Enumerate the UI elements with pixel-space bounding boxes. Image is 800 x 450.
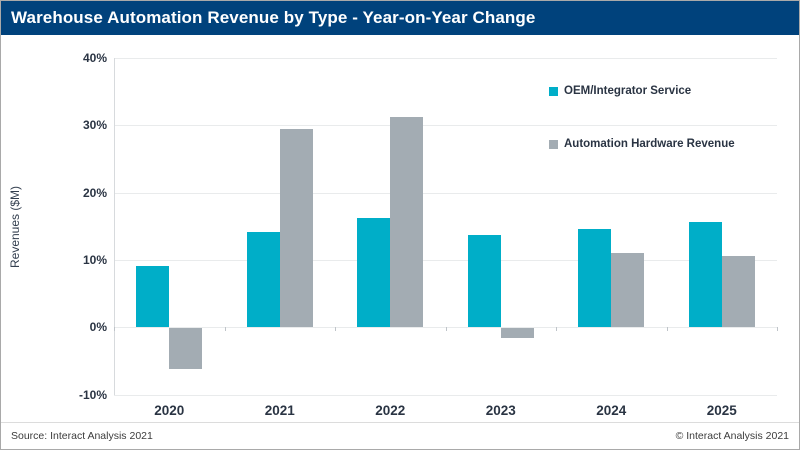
x-tick-label: 2021 <box>264 403 295 418</box>
bar-hardware-2023 <box>500 328 534 339</box>
source-text: Source: Interact Analysis 2021 <box>11 430 153 442</box>
y-tick-label: 30% <box>82 118 107 133</box>
x-tick-label: 2024 <box>596 403 627 418</box>
bar-oem-2022 <box>357 217 391 328</box>
y-tick-label: 20% <box>82 185 107 200</box>
y-tick-label: 40% <box>82 51 107 65</box>
gridline <box>114 125 777 127</box>
axis-tick <box>224 327 226 332</box>
axis-tick <box>335 327 336 332</box>
bar-oem-2023 <box>467 235 501 328</box>
bar-hardware-2021 <box>279 128 313 328</box>
y-tick-label: -10% <box>78 387 107 402</box>
copyright-text: © Interact Analysis 2021 <box>675 430 789 442</box>
legend-label-oem: OEM/Integrator Service <box>564 85 692 97</box>
axis-tick <box>445 327 447 332</box>
bar-oem-2021 <box>246 231 280 328</box>
y-axis-title: Revenues ($M) <box>8 185 22 269</box>
y-tick-label: 0% <box>89 320 107 335</box>
axis-tick <box>666 327 668 332</box>
bar-hardware-2022 <box>390 117 424 328</box>
chart-title: Warehouse Automation Revenue by Type - Y… <box>11 8 536 27</box>
axis-tick <box>777 327 778 332</box>
x-tick-label: 2022 <box>375 403 406 418</box>
x-tick-label: 2020 <box>154 403 185 418</box>
footer-divider <box>1 422 799 423</box>
bar-oem-2024 <box>578 228 612 328</box>
x-tick-label: 2023 <box>485 403 516 418</box>
legend-swatch-hardware <box>549 139 558 149</box>
x-tick-label: 2025 <box>706 403 737 418</box>
bar-oem-2025 <box>688 221 722 328</box>
bar-hardware-2024 <box>611 252 645 328</box>
gridline <box>114 259 777 261</box>
bar-hardware-2025 <box>721 255 755 328</box>
legend-item-oem: OEM/Integrator Service <box>549 85 691 97</box>
gridline <box>114 394 777 396</box>
bar-oem-2020 <box>136 266 170 328</box>
legend-swatch-oem <box>549 86 558 96</box>
y-axis-line <box>114 58 115 395</box>
legend-item-hardware: Automation Hardware Revenue <box>549 138 735 150</box>
axis-tick <box>556 327 557 332</box>
bar-hardware-2020 <box>169 328 203 369</box>
axis-tick <box>114 327 115 332</box>
gridline <box>114 58 777 59</box>
y-tick-label: 10% <box>82 252 107 267</box>
gridline <box>114 192 777 194</box>
chart-title-bar: Warehouse Automation Revenue by Type - Y… <box>1 1 799 35</box>
legend-label-hardware: Automation Hardware Revenue <box>564 138 735 150</box>
